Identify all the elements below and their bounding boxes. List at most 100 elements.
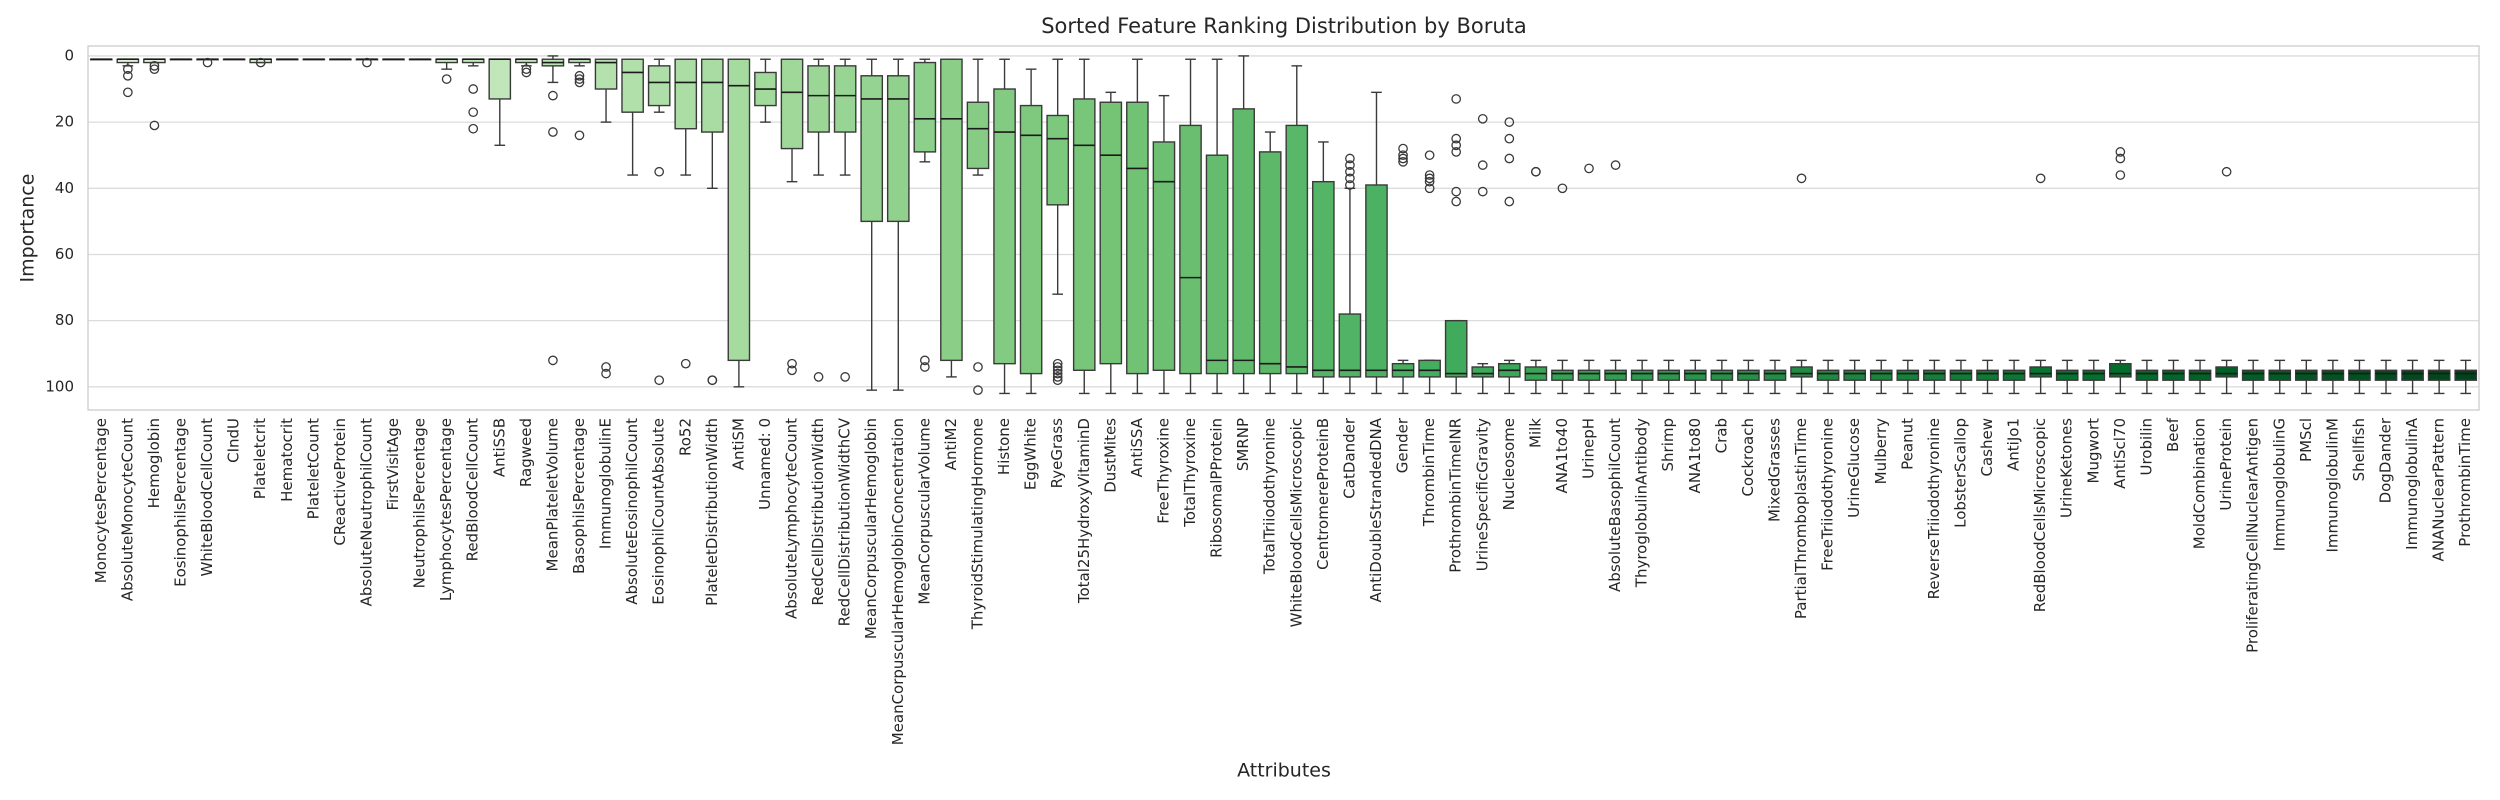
- outlier: [468, 123, 479, 134]
- box: [1152, 141, 1176, 371]
- box: [2188, 369, 2212, 381]
- outlier: [1345, 173, 1355, 184]
- x-tick-label: RyeGrass: [1048, 418, 1066, 489]
- box: [1790, 366, 1813, 378]
- box: [1338, 313, 1362, 378]
- box: [1072, 98, 1096, 371]
- x-tick-label: PartialThromboplastinTime: [1792, 418, 1810, 619]
- outlier: [919, 362, 930, 372]
- box: [1577, 369, 1601, 381]
- box: [2241, 369, 2265, 381]
- x-tick-label: Plateletcrit: [251, 418, 269, 499]
- x-tick-label: MoldCombination: [2191, 418, 2209, 549]
- x-tick-label: EosinophilsPercentage: [171, 418, 189, 587]
- x-tick-label: MeanCorpuscularVolume: [915, 418, 933, 605]
- box: [1976, 369, 1999, 381]
- x-tick-label: LymphocytesPercentage: [437, 418, 455, 601]
- outlier: [1451, 196, 1462, 207]
- box: [807, 65, 830, 133]
- outlier: [654, 166, 665, 177]
- box: [2268, 369, 2292, 381]
- outlier: [441, 74, 452, 84]
- x-axis-label: Attributes: [1237, 760, 1331, 782]
- x-tick-label: Cockroach: [1739, 418, 1757, 497]
- y-tick-label: 40: [55, 179, 74, 197]
- x-tick-label: AbsoluteMonocyteCount: [118, 418, 136, 601]
- outlier: [1451, 94, 1462, 104]
- box: [2427, 369, 2451, 381]
- x-tick-label: Unnamed: 0: [756, 418, 774, 510]
- outlier: [255, 57, 266, 68]
- x-tick-label: FreeThyroxine: [1154, 418, 1172, 524]
- box: [1896, 369, 1920, 381]
- x-tick-label: Nucleosome: [1500, 418, 1518, 510]
- box: [1471, 366, 1495, 378]
- outlier: [601, 362, 611, 372]
- box: [2294, 369, 2318, 381]
- x-tick-label: ANA1to40: [1553, 418, 1571, 493]
- box: [1763, 369, 1787, 381]
- x-tick-label: RedCellDistributionWidthCV: [836, 417, 854, 626]
- x-tick-label: AntiDoubleStrandedDNA: [1367, 417, 1385, 602]
- x-tick-label: NeutrophilsPercentage: [411, 418, 429, 588]
- x-tick-label: AntiScl70: [2111, 418, 2129, 489]
- x-tick-label: CIndU: [225, 418, 243, 463]
- outlier: [1052, 375, 1063, 386]
- plot-frame: [87, 45, 2480, 411]
- x-tick-label: WhiteBloodCellCount: [198, 418, 216, 577]
- outlier: [1398, 143, 1408, 154]
- x-tick-label: Peanut: [1898, 418, 1916, 470]
- x-tick-label: ThrombinTime: [1420, 418, 1438, 527]
- box: [2082, 369, 2106, 381]
- outlier: [468, 107, 479, 118]
- x-tick-label: Beef: [2164, 417, 2182, 452]
- outlier: [2115, 153, 2126, 164]
- box: [1949, 369, 1973, 381]
- box: [1232, 108, 1255, 375]
- outlier: [1345, 153, 1355, 164]
- outlier: [1052, 365, 1063, 376]
- outlier: [468, 84, 479, 94]
- box: [913, 61, 937, 153]
- x-tick-label: ImmunoglobulinM: [2323, 418, 2341, 553]
- outlier: [1451, 186, 1462, 197]
- outlier: [548, 90, 558, 101]
- x-tick-label: WhiteBloodCellsMicroscopic: [1287, 418, 1305, 627]
- outlier: [362, 57, 372, 68]
- x-tick-label: SMRNP: [1234, 418, 1252, 471]
- outlier: [707, 375, 718, 386]
- x-tick-label: AntiM2: [942, 418, 960, 470]
- outlier: [1424, 173, 1435, 184]
- outlier: [1504, 117, 1515, 127]
- outlier: [123, 64, 133, 75]
- box: [1126, 101, 1149, 375]
- outlier: [1345, 166, 1355, 177]
- outlier: [1477, 160, 1488, 170]
- outlier: [1424, 150, 1435, 161]
- box: [1046, 114, 1070, 206]
- outlier: [1451, 147, 1462, 157]
- x-tick-label: Milk: [1526, 418, 1544, 448]
- outlier: [149, 64, 160, 75]
- x-tick-label: RedBloodCellsMicroscopic: [2031, 418, 2049, 612]
- x-tick-label: MeanPlateletVolume: [543, 418, 561, 571]
- box: [1205, 154, 1229, 375]
- x-tick-label: RedCellDistributionWidth: [809, 418, 827, 606]
- x-tick-label: BasophilsPercentage: [570, 418, 588, 574]
- x-tick-label: UrineGlucose: [1845, 418, 1863, 518]
- box: [1657, 369, 1681, 381]
- chart-title: Sorted Feature Ranking Distribution by B…: [1041, 14, 1527, 38]
- outlier: [548, 127, 558, 137]
- outlier: [1451, 140, 1462, 151]
- outlier: [1477, 113, 1488, 124]
- box: [1816, 369, 1840, 381]
- outlier: [521, 67, 532, 78]
- x-tick-label: CentromereProteinB: [1314, 418, 1332, 570]
- x-tick-label: AntiSM: [729, 418, 747, 470]
- outlier: [1052, 372, 1063, 382]
- y-tick-label: 20: [55, 113, 74, 131]
- outlier: [574, 77, 585, 88]
- outlier: [1796, 173, 1807, 184]
- outlier: [1477, 186, 1488, 197]
